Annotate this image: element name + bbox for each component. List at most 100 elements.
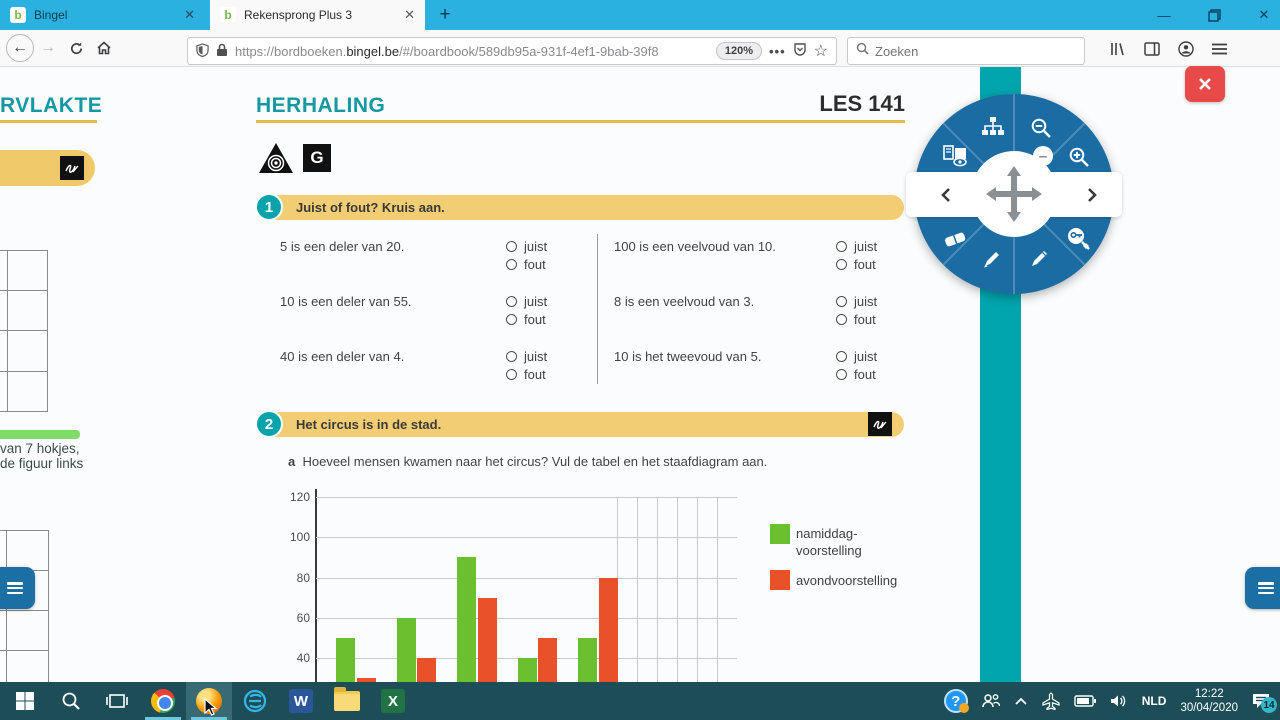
pencil-tool-button[interactable]	[1027, 245, 1053, 271]
g-badge: G	[303, 144, 331, 172]
green-highlight-mark	[0, 430, 80, 439]
radio-icon	[506, 259, 517, 270]
exercise2-title: Het circus is in de stad.	[296, 417, 442, 432]
reload-button[interactable]	[62, 34, 90, 62]
chart-bar	[356, 678, 376, 682]
page-actions-icon[interactable]: •••	[769, 43, 786, 59]
action-center-icon[interactable]: 14	[1252, 693, 1277, 713]
excel-taskbar-icon[interactable]: X	[370, 682, 416, 720]
left-page-heading: RVLAKTE	[0, 94, 103, 117]
new-tab-button[interactable]: +	[439, 4, 451, 25]
heading-underline	[256, 120, 905, 123]
gridline	[316, 617, 737, 619]
gridline	[637, 497, 638, 682]
zoom-out-tool-button[interactable]	[1028, 115, 1054, 141]
statement: 8 is een veelvoud van 3.	[614, 294, 755, 309]
eraser-tool-button[interactable]	[942, 226, 968, 252]
minimize-button[interactable]: —	[1157, 7, 1171, 23]
radial-tool-menu: –	[906, 94, 1122, 294]
ie-taskbar-icon[interactable]	[232, 682, 278, 720]
url-bar[interactable]: https://bordboeken.bingel.be/#/boardbook…	[187, 37, 837, 65]
support-tray-icon[interactable]: ?	[943, 689, 969, 713]
option-fout: fout	[836, 367, 876, 382]
sidebars-icon[interactable]	[1144, 41, 1160, 61]
tracking-shield-icon[interactable]	[196, 42, 209, 60]
start-button[interactable]	[2, 682, 48, 720]
zoom-minus-bubble[interactable]: –	[1033, 146, 1053, 166]
page-title: HERHALING	[256, 94, 386, 117]
right-panel-tab[interactable]	[1245, 567, 1280, 609]
zoom-level-badge[interactable]: 120%	[715, 42, 762, 60]
gridline	[316, 577, 737, 579]
next-page-button[interactable]	[1082, 185, 1102, 205]
account-icon[interactable]	[1178, 40, 1194, 62]
firefox-taskbar-icon[interactable]	[186, 682, 232, 720]
radio-icon	[506, 241, 517, 252]
pocket-icon[interactable]	[793, 42, 807, 60]
running-indicator	[145, 717, 181, 720]
radio-icon	[836, 259, 847, 270]
exercise1-title: Juist of fout? Kruis aan.	[296, 200, 445, 215]
bookmark-star-icon[interactable]: ☆	[813, 43, 828, 60]
taskbar-search-button[interactable]	[48, 682, 94, 720]
left-panel-tab[interactable]	[0, 567, 35, 609]
tab-bingel[interactable]: b Bingel ✕	[0, 0, 205, 30]
left-page-exercise-banner	[0, 150, 95, 186]
search-input[interactable]	[875, 43, 1045, 59]
airplane-mode-icon[interactable]	[1042, 692, 1060, 710]
file-explorer-taskbar-icon[interactable]	[324, 682, 370, 720]
option-juist: juist	[836, 349, 877, 364]
radio-icon	[506, 296, 517, 307]
boardbook-close-button[interactable]	[1185, 66, 1225, 102]
option-fout: fout	[836, 312, 876, 327]
close-window-button[interactable]: ✕	[1258, 7, 1270, 22]
search-bar[interactable]	[847, 37, 1085, 65]
back-button[interactable]: ←	[6, 34, 34, 62]
chart-bar	[517, 658, 537, 682]
y-tick-label: 120	[289, 490, 310, 504]
book-view-tool-button[interactable]	[943, 143, 969, 169]
chart-y-axis	[315, 489, 317, 682]
radio-icon	[506, 314, 517, 325]
tab-close-icon[interactable]: ✕	[184, 7, 195, 22]
battery-icon[interactable]	[1074, 695, 1096, 707]
previous-page-button[interactable]	[936, 185, 956, 205]
menu-hamburger-icon[interactable]	[1212, 42, 1227, 60]
scribble-icon	[60, 156, 84, 180]
statement: 10 is het tweevoud van 5.	[614, 349, 762, 364]
restore-button[interactable]	[1206, 7, 1222, 23]
option-fout: fout	[506, 367, 546, 382]
exercise2-number: 2	[255, 410, 283, 438]
y-tick-label: 100	[289, 530, 310, 545]
lock-icon	[216, 43, 228, 60]
time: 12:22	[1194, 688, 1224, 700]
people-tray-icon[interactable]	[982, 693, 1000, 709]
chrome-taskbar-icon[interactable]	[140, 682, 186, 720]
zoom-in-tool-button[interactable]	[1066, 144, 1092, 170]
statement: 10 is een deler van 55.	[280, 294, 412, 309]
tray-expand-chevron[interactable]	[1014, 697, 1028, 706]
language-indicator[interactable]: NLD	[1141, 694, 1167, 708]
radio-icon	[836, 314, 847, 325]
gridline	[316, 497, 737, 498]
library-icon[interactable]	[1110, 41, 1126, 62]
clock[interactable]: 12:22 30/04/2020	[1180, 687, 1238, 715]
legend-label-avond: avondvoorstelling	[796, 573, 898, 588]
tab-rekensprong[interactable]: b Rekensprong Plus 3 ✕	[210, 0, 425, 30]
home-button[interactable]	[90, 34, 118, 62]
tab-close-icon[interactable]: ✕	[404, 7, 415, 22]
chart-bar	[336, 637, 355, 682]
solution-view-tool-button[interactable]	[1065, 225, 1091, 251]
exercise1-banner: 1 Juist of fout? Kruis aan.	[255, 193, 904, 221]
notification-badge: 14	[1261, 697, 1277, 713]
task-view-button[interactable]	[94, 682, 140, 720]
forward-button[interactable]: →	[40, 39, 56, 56]
sitemap-tool-button[interactable]	[980, 114, 1006, 140]
tab-title: Rekensprong Plus 3	[244, 8, 353, 22]
option-juist: juist	[836, 239, 877, 254]
date: 30/04/2020	[1180, 702, 1238, 714]
marker-tool-button[interactable]	[979, 246, 1005, 272]
volume-icon[interactable]	[1110, 694, 1128, 708]
word-taskbar-icon[interactable]: W	[278, 682, 324, 720]
